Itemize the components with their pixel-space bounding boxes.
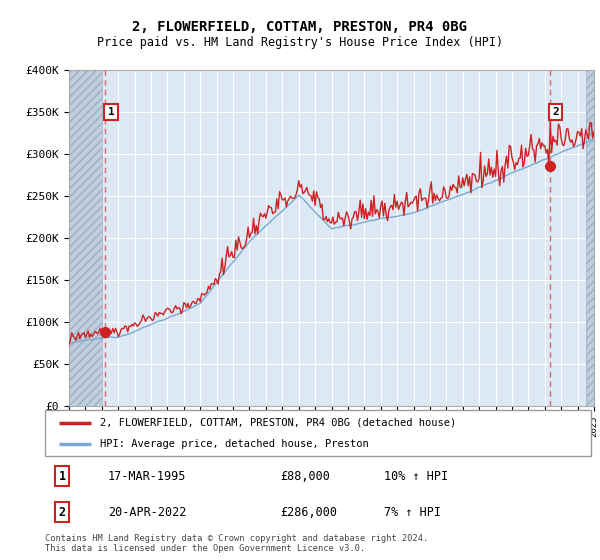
Text: 2, FLOWERFIELD, COTTAM, PRESTON, PR4 0BG (detached house): 2, FLOWERFIELD, COTTAM, PRESTON, PR4 0BG… [100, 418, 456, 428]
Bar [69, 70, 102, 406]
Text: 7% ↑ HPI: 7% ↑ HPI [383, 506, 440, 519]
Text: 1: 1 [108, 107, 115, 117]
Text: £88,000: £88,000 [280, 470, 329, 483]
Text: £286,000: £286,000 [280, 506, 337, 519]
Text: 2: 2 [59, 506, 66, 519]
Text: 2, FLOWERFIELD, COTTAM, PRESTON, PR4 0BG: 2, FLOWERFIELD, COTTAM, PRESTON, PR4 0BG [133, 20, 467, 34]
Text: 1: 1 [59, 470, 66, 483]
Text: 2: 2 [552, 107, 559, 117]
Text: HPI: Average price, detached house, Preston: HPI: Average price, detached house, Pres… [100, 439, 368, 449]
Text: 10% ↑ HPI: 10% ↑ HPI [383, 470, 448, 483]
FancyBboxPatch shape [45, 410, 591, 456]
Text: Contains HM Land Registry data © Crown copyright and database right 2024.
This d: Contains HM Land Registry data © Crown c… [45, 534, 428, 553]
Text: 20-APR-2022: 20-APR-2022 [108, 506, 186, 519]
Bar [586, 70, 594, 406]
Text: 17-MAR-1995: 17-MAR-1995 [108, 470, 186, 483]
Text: Price paid vs. HM Land Registry's House Price Index (HPI): Price paid vs. HM Land Registry's House … [97, 36, 503, 49]
